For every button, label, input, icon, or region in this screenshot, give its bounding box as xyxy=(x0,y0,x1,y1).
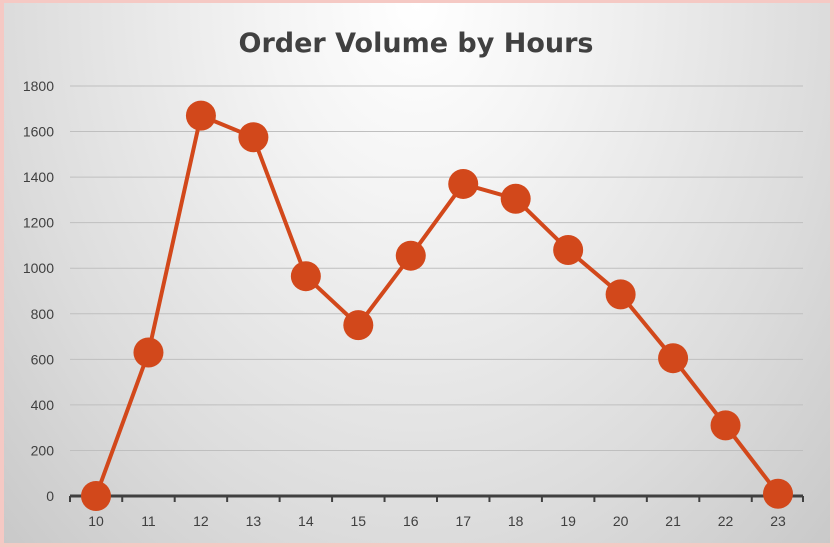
x-tick-label: 16 xyxy=(403,513,419,529)
x-tick-label: 13 xyxy=(246,513,262,529)
y-tick-label: 0 xyxy=(46,488,54,504)
data-points xyxy=(81,100,793,511)
data-point xyxy=(343,310,374,341)
x-tick-label: 20 xyxy=(613,513,629,529)
y-tick-label: 200 xyxy=(31,442,55,458)
data-point xyxy=(290,261,321,292)
series-line-path xyxy=(94,113,780,498)
data-point xyxy=(133,337,164,368)
x-tick-label: 21 xyxy=(665,513,681,529)
x-tick-label: 11 xyxy=(141,513,156,529)
y-tick-label: 1400 xyxy=(23,169,54,185)
y-tick-label: 1000 xyxy=(23,260,54,276)
x-axis: 10 11 12 13 14 15 16 17 18 19 20 21 22 23 xyxy=(69,494,804,529)
gridlines xyxy=(70,85,803,451)
x-tick-label: 17 xyxy=(455,513,471,529)
x-tick-label: 23 xyxy=(770,513,786,529)
data-point xyxy=(605,279,636,310)
y-tick-label: 1800 xyxy=(23,78,54,94)
data-point xyxy=(395,240,426,271)
y-tick-label: 400 xyxy=(31,397,55,413)
data-point xyxy=(763,478,793,509)
x-tick-label: 14 xyxy=(298,513,314,529)
x-tick-label: 12 xyxy=(193,513,209,529)
data-point xyxy=(238,122,269,153)
y-axis-tick-labels: 0 200 400 600 800 1000 1200 1400 1600 1800 xyxy=(23,78,54,504)
x-tick-label: 19 xyxy=(560,513,576,529)
data-point xyxy=(710,410,741,441)
data-point xyxy=(553,235,584,265)
x-tick-label: 22 xyxy=(718,513,734,529)
data-point xyxy=(658,343,689,374)
chart-area xyxy=(4,3,830,543)
data-point xyxy=(81,481,111,511)
y-tick-label: 1600 xyxy=(23,124,54,140)
data-point xyxy=(185,100,216,131)
y-tick-label: 1200 xyxy=(23,215,54,231)
x-tick-label: 10 xyxy=(88,513,104,529)
data-point xyxy=(500,183,531,214)
series-line xyxy=(94,113,780,498)
y-tick-label: 600 xyxy=(31,351,55,367)
y-tick-label: 800 xyxy=(31,306,55,322)
x-tick-label: 18 xyxy=(508,513,524,529)
data-point xyxy=(448,168,479,199)
chart-title: Order Volume by Hours xyxy=(239,28,594,59)
x-tick-label: 15 xyxy=(351,513,367,529)
